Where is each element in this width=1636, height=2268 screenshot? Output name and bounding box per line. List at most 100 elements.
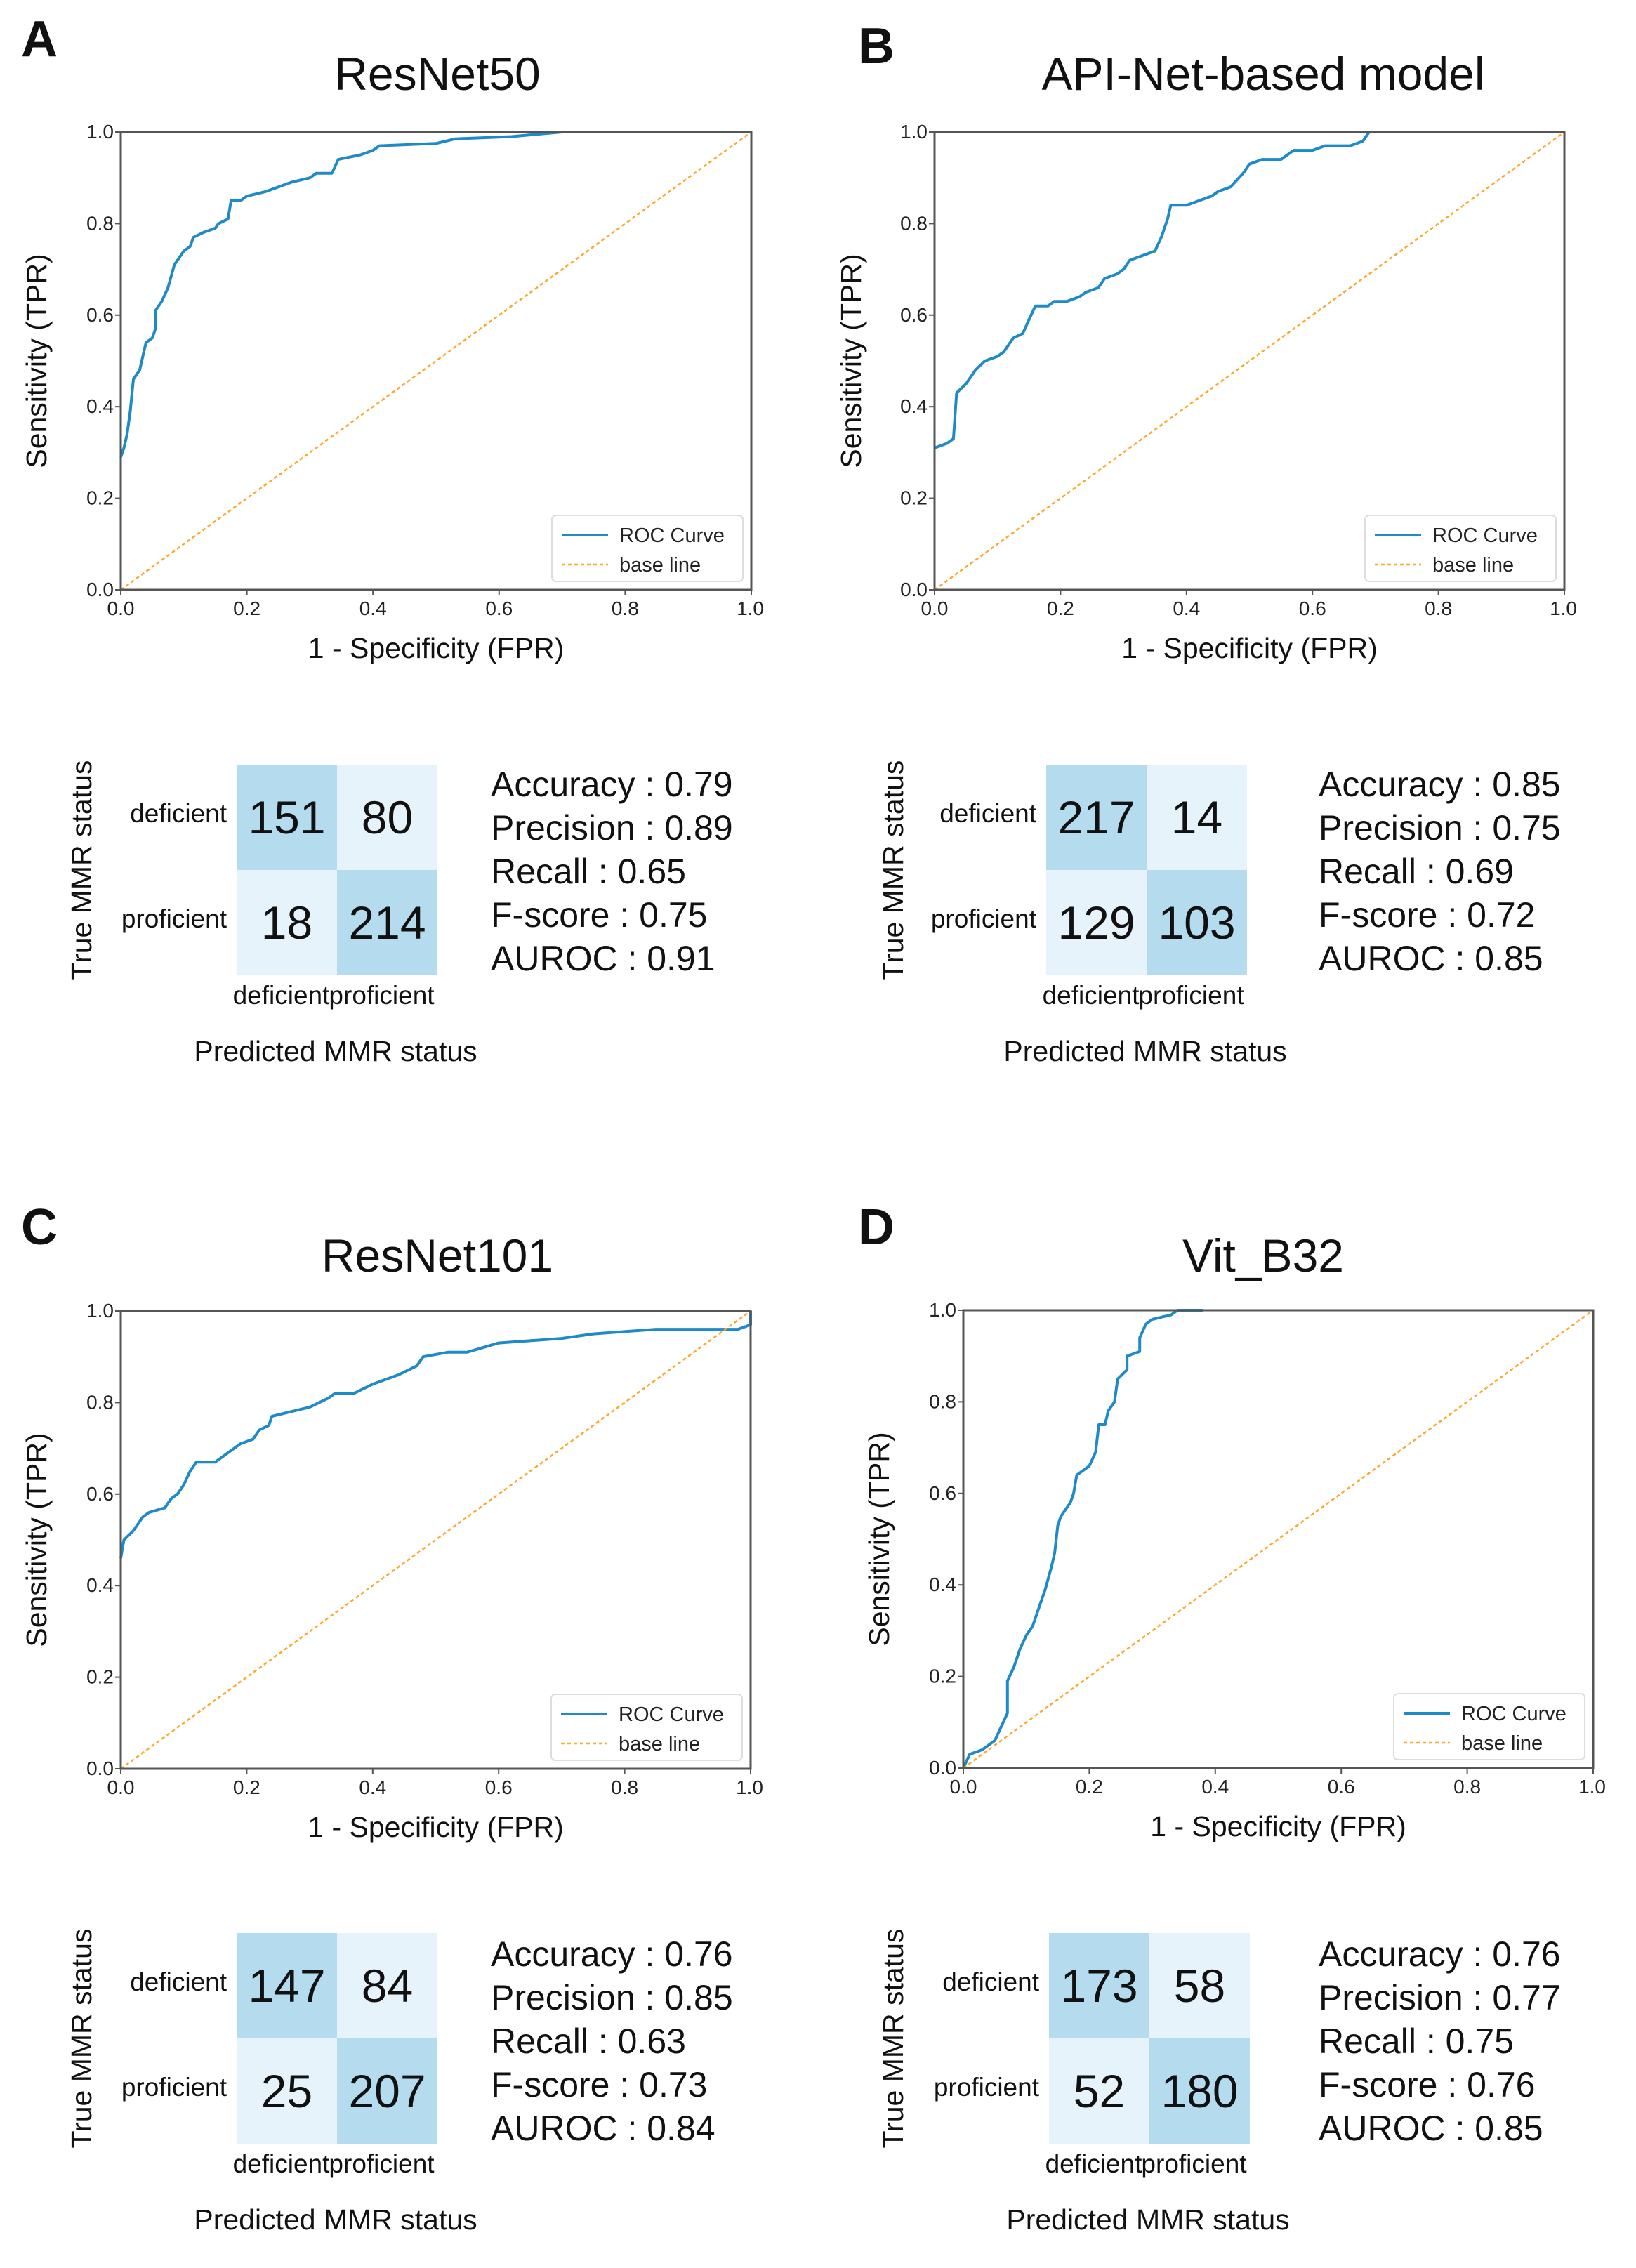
metric-recall: Recall : 0.75 <box>1319 2022 1514 2061</box>
x-tick-label: 1.0 <box>736 1776 763 1798</box>
confusion-cell: 151 <box>237 765 337 870</box>
axes-frame <box>119 1310 752 1770</box>
axes-frame <box>933 131 1566 591</box>
confusion-cell: 173 <box>1049 1933 1149 2038</box>
x-tick-label: 0.6 <box>485 598 513 619</box>
metric-recall: Recall : 0.65 <box>491 852 686 891</box>
x-tick-label: 0.0 <box>950 1776 977 1798</box>
y-tick-label: 0.0 <box>86 579 114 600</box>
x-tick-label: 0.0 <box>107 598 135 619</box>
metric-f-score: F-score : 0.76 <box>1319 2065 1536 2104</box>
legend: ROC Curve base line <box>1364 515 1557 582</box>
y-tick-label: 0.6 <box>900 304 928 326</box>
y-tick-label: 1.0 <box>929 1299 956 1321</box>
y-tick-label: 0.2 <box>86 487 114 509</box>
chart-title: API-Net-based model <box>1041 48 1485 100</box>
confusion-cell: 129 <box>1046 870 1147 975</box>
y-axis-label: Sensitivity (TPR) <box>20 253 53 468</box>
roc-curve-line <box>934 131 1439 449</box>
y-axis-label: Sensitivity (TPR) <box>835 253 867 468</box>
x-axis-label: 1 - Specificity (FPR) <box>308 632 565 664</box>
roc-curve-line <box>119 1311 752 1559</box>
panel-letter: B <box>858 18 895 74</box>
x-tick-label: 0.4 <box>1201 1776 1229 1798</box>
cm-row-label: proficient <box>930 904 1036 933</box>
x-tick-label: 0.4 <box>359 598 387 619</box>
cm-x-label: Predicted MMR status <box>194 2203 477 2236</box>
legend-roc-label: ROC Curve <box>1432 525 1538 547</box>
cm-row-label: deficient <box>939 799 1036 828</box>
x-tick-label: 0.6 <box>1299 598 1326 619</box>
chart-title: Vit_B32 <box>1182 1229 1344 1281</box>
confusion-cell: 147 <box>237 1933 337 2038</box>
y-tick-label: 0.8 <box>86 212 114 234</box>
legend-baseline-label: base line <box>619 1733 700 1755</box>
confusion-cell: 80 <box>337 765 437 870</box>
cm-col-label: deficient <box>232 2149 330 2178</box>
confusion-cell: 207 <box>337 2038 437 2144</box>
metric-accuracy: Accuracy : 0.85 <box>1319 765 1561 804</box>
confusion-cell: 52 <box>1049 2038 1149 2144</box>
cm-x-label: Predicted MMR status <box>1006 2203 1290 2236</box>
cm-col-label: deficient <box>232 981 330 1010</box>
x-tick-label: 0.2 <box>233 1776 260 1798</box>
axes-frame <box>119 131 753 591</box>
cm-y-label: True MMR status <box>65 760 98 980</box>
metric-f-score: F-score : 0.75 <box>491 895 708 935</box>
confusion-cell: 180 <box>1149 2038 1250 2144</box>
x-tick-label: 0.8 <box>611 1776 638 1798</box>
metric-auroc: AUROC : 0.91 <box>491 939 715 978</box>
x-tick-label: 1.0 <box>1578 1776 1606 1798</box>
metric-auroc: AUROC : 0.85 <box>1319 2109 1543 2148</box>
x-tick-label: 0.4 <box>359 1776 386 1798</box>
metric-recall: Recall : 0.63 <box>491 2022 686 2061</box>
cm-row-label: deficient <box>130 1967 227 1996</box>
confusion-cell: 58 <box>1149 1933 1250 2038</box>
baseline-line <box>934 131 1565 591</box>
x-tick-label: 0.4 <box>1173 598 1200 619</box>
legend-baseline-label: base line <box>619 554 701 576</box>
x-tick-label: 0.2 <box>1047 598 1074 619</box>
cm-row-label: proficient <box>121 2073 227 2102</box>
roc-plot: 0.0 0.2 0.4 0.6 0.8 1.0 0.0 0.2 0.4 0.6 0.8 1.0 ROC … <box>86 1300 763 1798</box>
metric-recall: Recall : 0.69 <box>1319 852 1514 891</box>
legend: ROC Curve base line <box>1393 1693 1585 1760</box>
y-tick-label: 0.4 <box>900 395 928 417</box>
cm-y-label: True MMR status <box>65 1928 98 2149</box>
y-tick-label: 0.0 <box>86 1758 114 1779</box>
cm-y-label: True MMR status <box>877 760 909 980</box>
legend-roc-label: ROC Curve <box>619 1703 724 1726</box>
panel-letter: A <box>21 11 58 67</box>
x-tick-label: 1.0 <box>737 598 764 619</box>
x-tick-label: 0.2 <box>1076 1776 1103 1798</box>
cm-x-label: Predicted MMR status <box>194 1035 477 1067</box>
y-tick-label: 0.4 <box>86 1574 114 1596</box>
metric-accuracy: Accuracy : 0.76 <box>1319 1934 1561 1974</box>
metric-f-score: F-score : 0.72 <box>1319 895 1536 935</box>
y-tick-label: 0.6 <box>86 1483 114 1505</box>
confusion-cell: 25 <box>237 2038 337 2144</box>
y-tick-label: 0.6 <box>929 1482 956 1504</box>
confusion-cell: 14 <box>1147 765 1247 870</box>
roc-curve-line <box>119 131 676 458</box>
confusion-cell: 84 <box>337 1933 437 2038</box>
x-tick-label: 0.6 <box>1328 1776 1355 1798</box>
x-axis-label: 1 - Specificity (FPR) <box>1121 632 1378 664</box>
confusion-cell: 103 <box>1147 870 1247 975</box>
x-tick-label: 1.0 <box>1550 598 1577 619</box>
y-tick-label: 0.8 <box>86 1391 114 1413</box>
y-tick-label: 1.0 <box>900 121 928 143</box>
roc-curve-line <box>962 1309 1203 1769</box>
y-tick-label: 0.8 <box>929 1390 956 1412</box>
y-tick-label: 0.4 <box>929 1574 956 1595</box>
cm-row-label: proficient <box>121 904 227 933</box>
x-tick-label: 0.8 <box>1453 1776 1481 1798</box>
cm-x-label: Predicted MMR status <box>1003 1035 1287 1067</box>
x-tick-label: 0.8 <box>612 598 639 619</box>
x-tick-label: 0.0 <box>921 598 949 619</box>
y-tick-label: 1.0 <box>86 121 114 143</box>
y-tick-label: 0.2 <box>929 1666 956 1687</box>
cm-row-label: deficient <box>130 799 227 828</box>
cm-col-label: deficient <box>1045 2149 1142 2178</box>
